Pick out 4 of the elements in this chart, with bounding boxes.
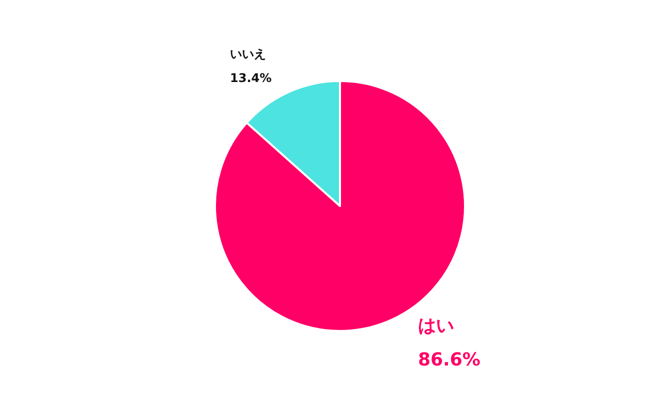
data-label: 13.4%	[230, 71, 272, 85]
slice-label: はい	[418, 316, 454, 336]
slice-label: いいえ	[230, 47, 266, 61]
data-label: 86.6%	[418, 350, 480, 370]
